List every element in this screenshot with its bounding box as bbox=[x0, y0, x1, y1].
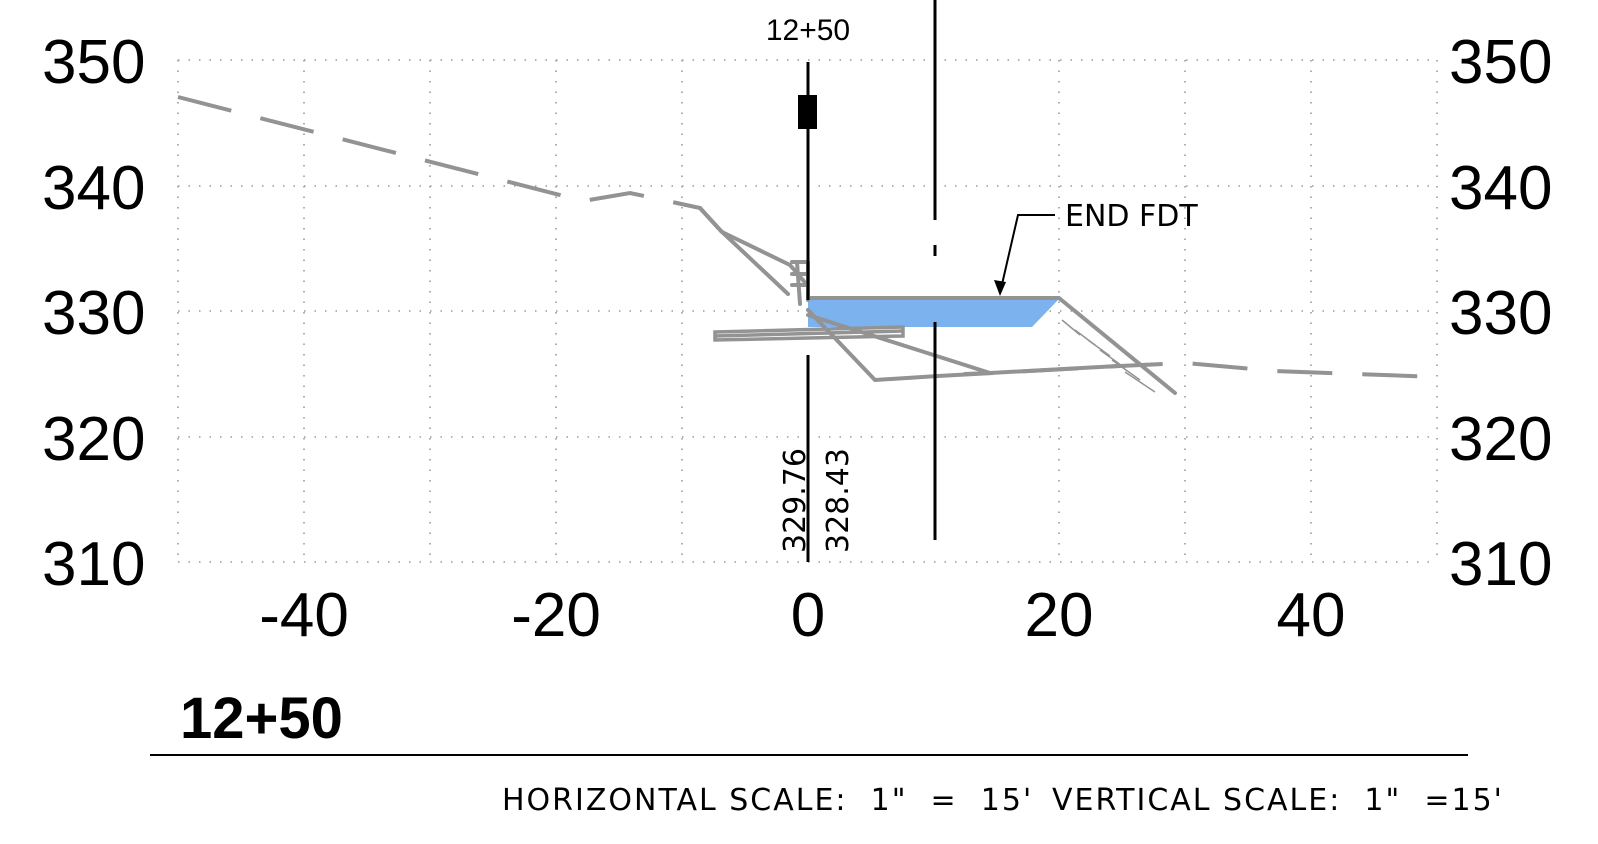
vertical-scale: VERTICAL SCALE: 1" =15' bbox=[1052, 783, 1504, 818]
y-tick-label: 350 bbox=[42, 28, 145, 97]
y-tick-label: 340 bbox=[1449, 154, 1552, 223]
y-tick-label: 330 bbox=[1449, 279, 1552, 348]
hatch-line bbox=[1087, 339, 1111, 357]
existing-ground-left bbox=[177, 95, 722, 232]
station-label: 12+50 bbox=[180, 686, 343, 751]
centerline-marker bbox=[798, 95, 817, 129]
y-tick-label: 310 bbox=[42, 530, 145, 599]
x-tick-label: -40 bbox=[259, 581, 349, 650]
proposed-top bbox=[806, 296, 1177, 395]
y-tick-label: 320 bbox=[1449, 405, 1552, 474]
hatch-line bbox=[1061, 319, 1081, 336]
cut-line bbox=[806, 313, 992, 375]
x-tick-label: 0 bbox=[791, 581, 825, 650]
hatch-line bbox=[1099, 349, 1126, 369]
y-tick-label: 340 bbox=[42, 154, 145, 223]
x-tick-label: 20 bbox=[1025, 581, 1094, 650]
pipe-centerline bbox=[714, 329, 904, 338]
annotation-leader bbox=[999, 214, 1055, 294]
y-tick-label: 330 bbox=[42, 279, 145, 348]
fill-area bbox=[808, 299, 1059, 327]
side-slope-lines bbox=[718, 228, 790, 296]
y-tick-label: 310 bbox=[1449, 530, 1552, 599]
elevation-label: 329.76 bbox=[778, 448, 813, 553]
pipe bbox=[713, 325, 905, 342]
leader-arrowhead bbox=[994, 280, 1006, 296]
horizontal-scale: HORIZONTAL SCALE: 1" = 15' bbox=[502, 783, 1033, 818]
y-axis-left: 350 340 330 320 310 bbox=[42, 28, 145, 599]
x-tick-label: 40 bbox=[1277, 581, 1346, 650]
y-axis-right: 350 340 330 320 310 bbox=[1449, 28, 1552, 599]
slope-hatch bbox=[1061, 319, 1156, 393]
y-tick-label: 350 bbox=[1449, 28, 1552, 97]
y-tick-label: 320 bbox=[42, 405, 145, 474]
pipe-body bbox=[713, 325, 905, 342]
hatch-line bbox=[1111, 359, 1141, 381]
annotation-end-fdt: END FDT bbox=[1065, 199, 1198, 234]
side-slope-tick bbox=[795, 260, 802, 306]
x-axis: -40 -20 0 20 40 bbox=[259, 581, 1345, 650]
x-tick-label: -20 bbox=[511, 581, 601, 650]
station-top-label: 12+50 bbox=[766, 14, 850, 47]
elevation-label: 328.43 bbox=[821, 448, 856, 553]
hatch-line bbox=[1124, 371, 1156, 393]
